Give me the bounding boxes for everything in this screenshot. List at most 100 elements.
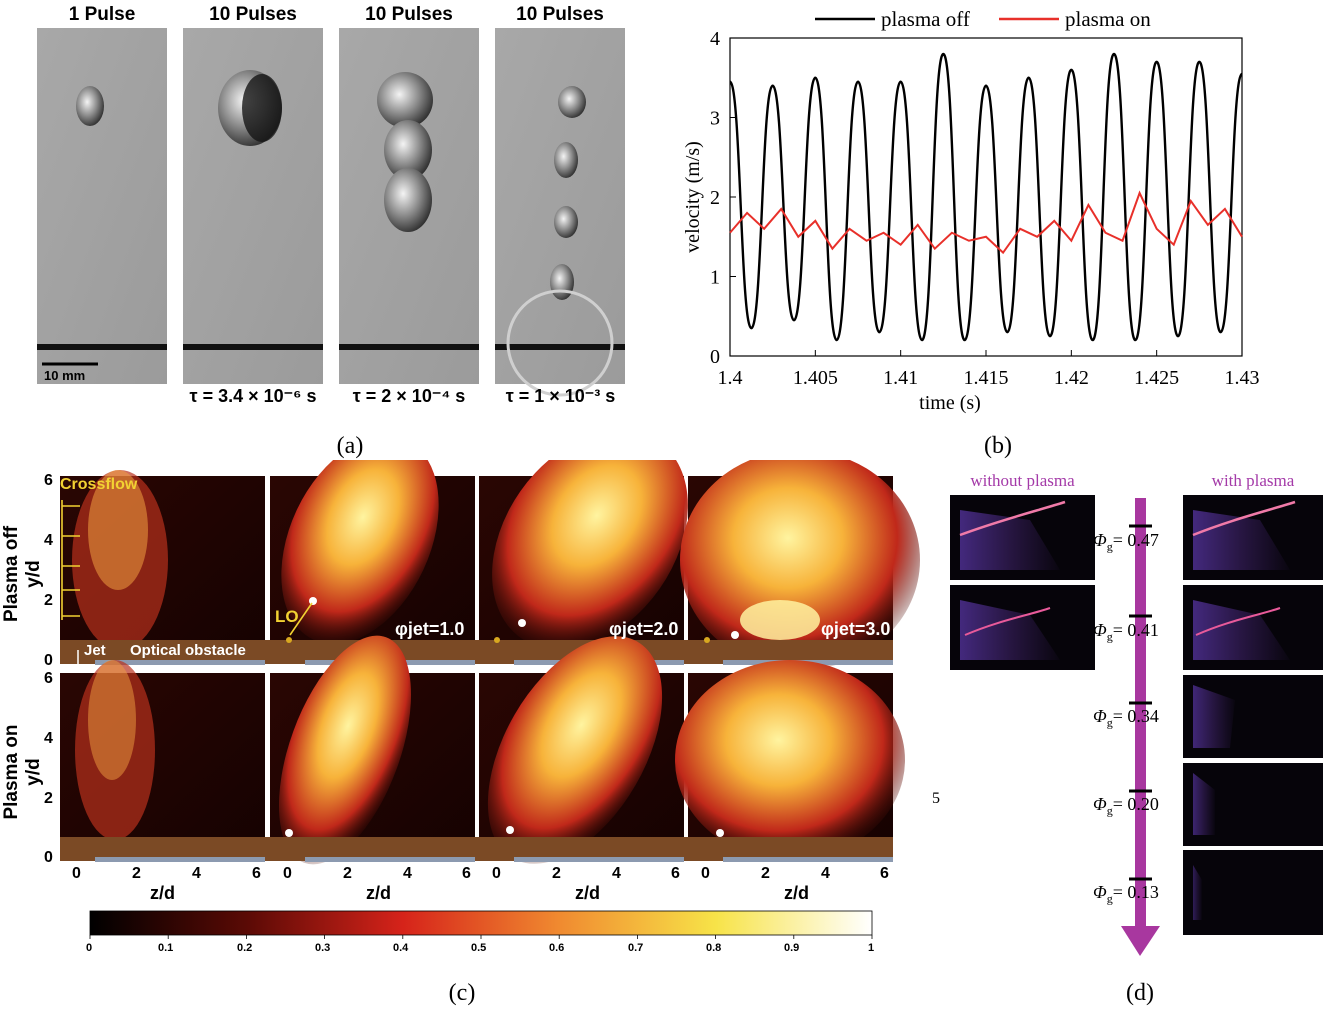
- schlieren-frame-4: [495, 28, 625, 384]
- x-tick-label: 1.415: [964, 367, 1009, 389]
- x-axis-label: time (s): [919, 392, 981, 414]
- colorbar-tick: 0.1: [158, 942, 174, 954]
- y-tick: 6: [44, 472, 53, 489]
- legend-label-plasma-on: plasma on: [1065, 7, 1151, 31]
- panel-a-header-3: 10 Pulses: [365, 4, 453, 25]
- legend-label-plasma-off: plasma off: [881, 7, 970, 31]
- x-tick-label: 1.425: [1134, 367, 1179, 389]
- frame-with-013: [1183, 850, 1323, 935]
- y-tick-label: 1: [710, 267, 720, 289]
- with-plasma-title: with plasma: [1211, 471, 1295, 490]
- row-label-plasma-on: Plasma on y/d: [1, 717, 45, 827]
- colorbar-tick: 0.3: [315, 942, 331, 954]
- panel-a-header-1: 1 Pulse: [68, 4, 136, 25]
- panel-a-header-4: 10 Pulses: [516, 4, 604, 25]
- x-tick-label: 1.42: [1054, 367, 1089, 389]
- panel-a-graphic: [37, 28, 625, 397]
- z-tick: 2: [552, 865, 561, 882]
- phi-label-3: φjet=3.0: [821, 619, 891, 639]
- phi-g-value: = 0.47: [1112, 530, 1159, 550]
- y-axis-label: velocity (m/s): [682, 141, 704, 253]
- z-tick: 2: [132, 865, 141, 882]
- z-tick: 2: [343, 865, 352, 882]
- phi-g-label-041: Φg= 0.41: [1093, 620, 1159, 644]
- phi-g-value: = 0.20: [1112, 794, 1159, 814]
- y-tick: 0: [44, 849, 53, 866]
- phi-g-value: = 0.34: [1112, 706, 1159, 726]
- jet-label: Jet: [84, 642, 106, 659]
- row-plasma-on: [60, 635, 905, 865]
- phi-g-label-013: Φg= 0.13: [1093, 882, 1159, 906]
- z-tick: 2: [761, 865, 770, 882]
- tau-label-1: τ = 3.4 × 10⁻⁶ s: [189, 386, 317, 406]
- z-tick: 6: [252, 865, 261, 882]
- panel-a-header-2: 10 Pulses: [209, 4, 297, 25]
- z-tick: 0: [701, 865, 710, 882]
- z-tick: 4: [403, 865, 412, 882]
- x-tick-label: 1.43: [1225, 367, 1260, 389]
- z-axis-label: z/d: [366, 883, 391, 903]
- colorbar-tick: 0.5: [471, 942, 487, 954]
- phi-g-label-034: Φg= 0.34: [1093, 706, 1159, 730]
- shock-ring: [506, 289, 614, 397]
- z-tick: 4: [612, 865, 621, 882]
- z-tick: 6: [880, 865, 889, 882]
- z-axis-label: z/d: [150, 883, 175, 903]
- tau-label-2: τ = 2 × 10⁻⁴ s: [352, 386, 466, 406]
- y-tick-label: 2: [710, 187, 720, 209]
- phi-label-2: φjet=2.0: [609, 619, 679, 639]
- colorbar-tick: 1: [868, 942, 875, 954]
- y-tick: 0: [44, 652, 53, 669]
- y-tick-label: 0: [710, 346, 720, 368]
- panel-c-graphic: [60, 460, 920, 939]
- x-tick-label: 1.41: [883, 367, 918, 389]
- phi-g-value: = 0.41: [1112, 620, 1159, 640]
- caption-a: (a): [336, 433, 364, 459]
- lean-limit-arrow: [1135, 498, 1146, 926]
- tau-label-3: τ = 1 × 10⁻³ s: [505, 386, 616, 406]
- caption-b: (b): [984, 433, 1012, 459]
- series-line-plasma-on: [729, 190, 1243, 255]
- phi-g-label-047: Φg= 0.47: [1093, 530, 1159, 554]
- kernel-blob: [377, 72, 433, 128]
- y-axis-label-row1: y/d: [23, 560, 44, 588]
- without-plasma-title: without plasma: [970, 471, 1075, 490]
- scale-bar-label: 10 mm: [44, 368, 86, 383]
- kernel-blob: [76, 86, 104, 126]
- colorbar-tick: 0.9: [784, 942, 800, 954]
- page-number: 5: [932, 790, 940, 807]
- z-tick: 0: [72, 865, 81, 882]
- series-line-plasma-off: [728, 52, 1244, 342]
- x-tick-label: 1.4: [718, 367, 743, 389]
- colorbar-tick: 0.4: [393, 942, 409, 954]
- row-label-plasma-off-text: Plasma off: [1, 525, 22, 623]
- phi-g-value: = 0.13: [1112, 882, 1159, 902]
- z-tick: 0: [283, 865, 292, 882]
- y-tick: 6: [44, 670, 53, 687]
- row-label-plasma-off: Plasma off y/d: [1, 519, 45, 629]
- schlieren-frame-1: [37, 28, 167, 384]
- z-tick: 6: [462, 865, 471, 882]
- velocity-chart: 1.4 1.405 1.41 1.415 1.42 1.425 1.43 0 1 2 3 4 plas…: [682, 7, 1260, 414]
- colorbar-tick: 0: [86, 942, 93, 954]
- z-tick: 4: [192, 865, 201, 882]
- phi-label-1: φjet=1.0: [395, 619, 465, 639]
- row-plasma-off: [60, 460, 920, 670]
- panel-d-graphic: [950, 495, 1323, 956]
- z-tick: 4: [821, 865, 830, 882]
- crossflow-arrows: [61, 500, 313, 636]
- y-tick: 2: [44, 592, 53, 609]
- y-tick-label: 4: [710, 28, 720, 50]
- z-tick: 6: [671, 865, 680, 882]
- caption-d: (d): [1126, 980, 1154, 1006]
- phi-g-label-020: Φg= 0.20: [1093, 794, 1159, 818]
- z-axis-label: z/d: [575, 883, 600, 903]
- colorbar: [89, 910, 873, 936]
- x-tick-label: 1.405: [793, 367, 838, 389]
- z-axis-label: z/d: [784, 883, 809, 903]
- colorbar-tick: 0.2: [237, 942, 253, 954]
- y-tick: 4: [44, 730, 53, 747]
- lo-label: LO: [275, 607, 299, 626]
- colorbar-tick: 0.6: [549, 942, 565, 954]
- colorbar-tick: 0.7: [628, 942, 644, 954]
